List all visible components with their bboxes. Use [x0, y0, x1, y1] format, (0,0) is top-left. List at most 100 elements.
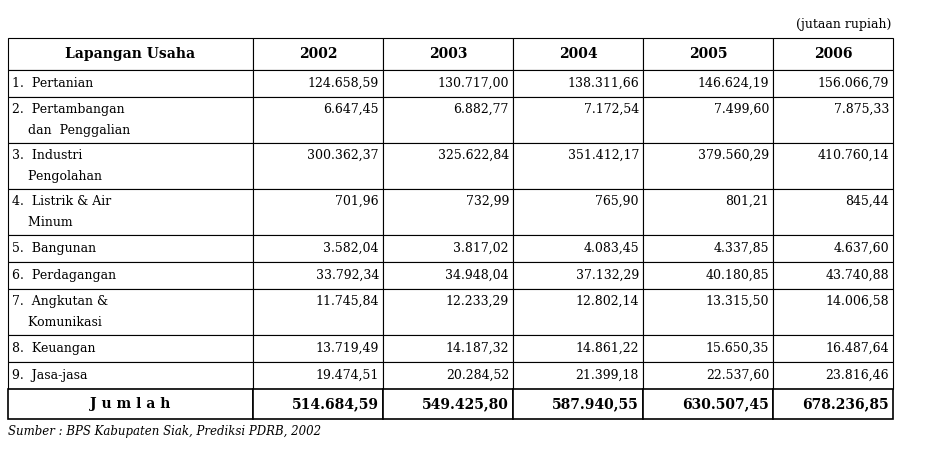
Text: 3.582,04: 3.582,04: [323, 242, 379, 255]
Text: 40.180,85: 40.180,85: [705, 269, 769, 282]
Text: 8.  Keuangan: 8. Keuangan: [12, 342, 95, 355]
Bar: [643, 389, 773, 419]
Bar: [383, 389, 513, 419]
Text: 4.083,45: 4.083,45: [584, 242, 639, 255]
Bar: [8, 289, 253, 335]
Text: 4.337,85: 4.337,85: [714, 242, 769, 255]
Text: 23.816,46: 23.816,46: [826, 369, 889, 382]
Bar: [253, 97, 383, 143]
Bar: [643, 38, 773, 70]
Text: J u m l a h: J u m l a h: [91, 397, 171, 411]
Text: 701,96: 701,96: [335, 195, 379, 208]
Bar: [253, 362, 383, 389]
Text: dan  Penggalian: dan Penggalian: [12, 124, 130, 137]
Text: 7.499,60: 7.499,60: [714, 103, 769, 116]
Bar: [383, 335, 513, 362]
Text: 14.187,32: 14.187,32: [446, 342, 509, 355]
Bar: [8, 97, 253, 143]
Text: Pengolahan: Pengolahan: [12, 170, 102, 183]
Text: 801,21: 801,21: [725, 195, 769, 208]
Text: 13.719,49: 13.719,49: [316, 342, 379, 355]
Text: 156.066,79: 156.066,79: [817, 77, 889, 90]
Text: 20.284,52: 20.284,52: [446, 369, 509, 382]
Bar: [643, 97, 773, 143]
Text: 124.658,59: 124.658,59: [307, 77, 379, 90]
Text: Sumber : BPS Kabupaten Siak, Prediksi PDRB, 2002: Sumber : BPS Kabupaten Siak, Prediksi PD…: [8, 425, 321, 438]
Text: 2003: 2003: [429, 47, 467, 61]
Text: 630.507,45: 630.507,45: [682, 397, 769, 411]
Text: 7.875,33: 7.875,33: [834, 103, 889, 116]
Bar: [513, 70, 643, 97]
Text: 2005: 2005: [688, 47, 728, 61]
Text: 845,44: 845,44: [845, 195, 889, 208]
Text: 379.560,29: 379.560,29: [698, 149, 769, 162]
Bar: [253, 289, 383, 335]
Text: 549.425,80: 549.425,80: [422, 397, 509, 411]
Bar: [513, 262, 643, 289]
Bar: [253, 235, 383, 262]
Text: 33.792,34: 33.792,34: [316, 269, 379, 282]
Text: 14.861,22: 14.861,22: [575, 342, 639, 355]
Bar: [253, 389, 383, 419]
Bar: [513, 289, 643, 335]
Text: 7.172,54: 7.172,54: [584, 103, 639, 116]
Bar: [773, 262, 893, 289]
Text: 37.132,29: 37.132,29: [575, 269, 639, 282]
Text: (jutaan rupiah): (jutaan rupiah): [796, 18, 891, 31]
Text: 678.236,85: 678.236,85: [802, 397, 889, 411]
Bar: [253, 335, 383, 362]
Text: 2.  Pertambangan: 2. Pertambangan: [12, 103, 124, 116]
Text: 5.  Bangunan: 5. Bangunan: [12, 242, 96, 255]
Text: 410.760,14: 410.760,14: [817, 149, 889, 162]
Bar: [773, 289, 893, 335]
Text: Komunikasi: Komunikasi: [12, 316, 102, 329]
Text: 22.537,60: 22.537,60: [706, 369, 769, 382]
Bar: [513, 389, 643, 419]
Text: 43.740,88: 43.740,88: [826, 269, 889, 282]
Bar: [383, 70, 513, 97]
Text: 2002: 2002: [299, 47, 337, 61]
Text: 732,99: 732,99: [466, 195, 509, 208]
Text: 3.  Industri: 3. Industri: [12, 149, 82, 162]
Bar: [8, 143, 253, 189]
Text: 3.817,02: 3.817,02: [454, 242, 509, 255]
Bar: [773, 97, 893, 143]
Text: 2006: 2006: [814, 47, 852, 61]
Bar: [513, 335, 643, 362]
Text: 587.940,55: 587.940,55: [552, 397, 639, 411]
Bar: [253, 70, 383, 97]
Bar: [513, 143, 643, 189]
Bar: [8, 38, 253, 70]
Text: Minum: Minum: [12, 216, 73, 229]
Bar: [513, 189, 643, 235]
Bar: [8, 189, 253, 235]
Text: 11.745,84: 11.745,84: [316, 295, 379, 308]
Text: 351.412,17: 351.412,17: [568, 149, 639, 162]
Bar: [8, 70, 253, 97]
Text: 34.948,04: 34.948,04: [446, 269, 509, 282]
Text: 14.006,58: 14.006,58: [826, 295, 889, 308]
Text: 130.717,00: 130.717,00: [437, 77, 509, 90]
Bar: [513, 362, 643, 389]
Bar: [383, 143, 513, 189]
Bar: [253, 38, 383, 70]
Text: 765,90: 765,90: [596, 195, 639, 208]
Bar: [643, 235, 773, 262]
Text: 21.399,18: 21.399,18: [575, 369, 639, 382]
Bar: [643, 189, 773, 235]
Text: 6.  Perdagangan: 6. Perdagangan: [12, 269, 116, 282]
Bar: [513, 97, 643, 143]
Bar: [643, 70, 773, 97]
Text: 514.684,59: 514.684,59: [292, 397, 379, 411]
Bar: [773, 362, 893, 389]
Bar: [383, 235, 513, 262]
Bar: [643, 362, 773, 389]
Text: Lapangan Usaha: Lapangan Usaha: [65, 47, 195, 61]
Text: 12.233,29: 12.233,29: [446, 295, 509, 308]
Bar: [383, 362, 513, 389]
Text: 12.802,14: 12.802,14: [575, 295, 639, 308]
Bar: [643, 143, 773, 189]
Bar: [643, 262, 773, 289]
Bar: [773, 143, 893, 189]
Text: 19.474,51: 19.474,51: [316, 369, 379, 382]
